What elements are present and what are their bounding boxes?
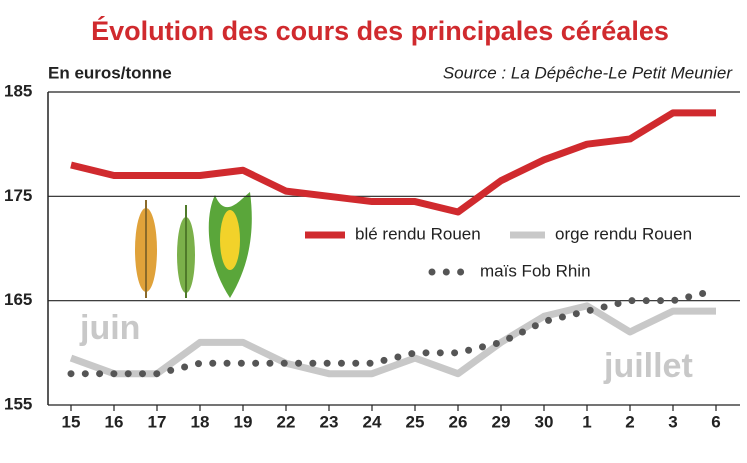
x-tick-label: 29 (492, 412, 511, 431)
x-tick-label: 1 (582, 412, 591, 431)
legend-label: maïs Fob Rhin (480, 261, 591, 280)
x-tick-label: 2 (625, 412, 634, 431)
x-tick-label: 23 (320, 412, 339, 431)
y-tick-label: 185 (4, 81, 32, 100)
x-tick-label: 16 (105, 412, 124, 431)
line-series (70, 109, 716, 216)
legend-label: orge rendu Rouen (555, 224, 692, 243)
y-tick-label: 175 (4, 186, 32, 205)
line-series (69, 302, 716, 378)
x-tick-label: 24 (363, 412, 382, 431)
annotation: juin (79, 309, 140, 347)
cereal-illustration (135, 192, 252, 298)
x-tick-label: 15 (62, 412, 81, 431)
x-tick-label: 26 (449, 412, 468, 431)
x-tick-label: 19 (234, 412, 253, 431)
x-tick-label: 17 (148, 412, 167, 431)
y-axis-label: En euros/tonne (48, 63, 172, 82)
annotation: juillet (603, 347, 693, 385)
x-tick-label: 18 (191, 412, 210, 431)
source: Source : La Dépêche-Le Petit Meunier (443, 63, 734, 82)
x-tick-label: 3 (668, 412, 677, 431)
x-tick-label: 30 (535, 412, 554, 431)
x-tick-label: 22 (277, 412, 296, 431)
legend-label: blé rendu Rouen (355, 224, 481, 243)
y-tick-label: 155 (4, 394, 32, 413)
x-tick-label: 25 (406, 412, 425, 431)
chart-title: Évolution des cours des principales céré… (91, 15, 669, 46)
x-tick-label: 6 (711, 412, 720, 431)
y-tick-label: 165 (4, 290, 32, 309)
